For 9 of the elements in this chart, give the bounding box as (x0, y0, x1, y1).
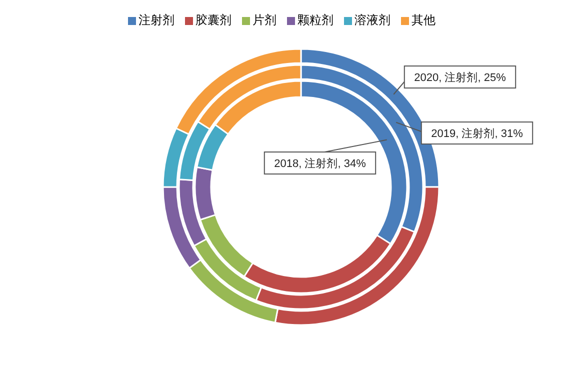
legend-label: 其他 (412, 12, 436, 29)
legend-label: 溶液剂 (354, 12, 390, 29)
legend-label: 片剂 (252, 12, 276, 29)
legend-label: 注射剂 (138, 12, 174, 29)
data-label: 2018, 注射剂, 34% (274, 157, 366, 170)
legend-label: 颗粒剂 (298, 12, 334, 29)
data-label: 2019, 注射剂, 31% (431, 127, 524, 140)
data-label: 2020, 注射剂, 25% (414, 71, 506, 84)
legend-label: 胶囊剂 (196, 12, 232, 29)
